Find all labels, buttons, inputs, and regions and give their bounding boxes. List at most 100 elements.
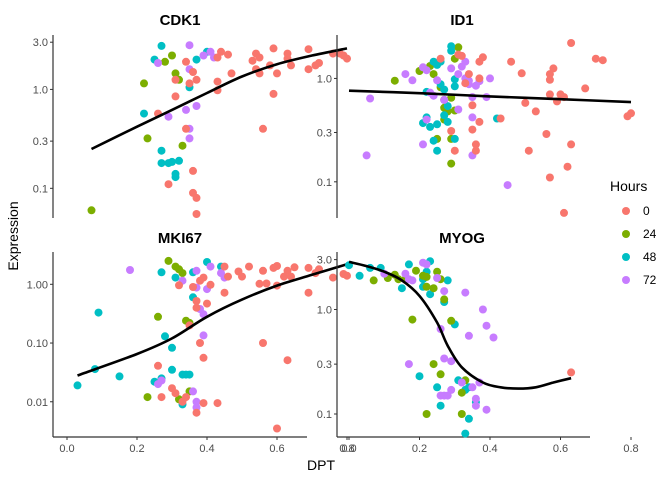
panel-myog: MYOG 3.0 1.0 0.3 0.1 0.0 0.2 0.4 0.6 0.8 <box>317 230 639 455</box>
data-point-hours-72 <box>440 287 449 296</box>
data-point-hours-24 <box>436 370 445 379</box>
data-point-hours-0 <box>192 210 201 218</box>
legend-item-3: 72 <box>622 273 657 287</box>
smooth-fit-line <box>348 89 632 104</box>
data-point-hours-0 <box>471 140 480 149</box>
data-point-hours-0 <box>213 77 222 86</box>
data-point-hours-24 <box>87 206 96 215</box>
legend-label-3: 72 <box>643 273 657 287</box>
data-point-hours-72 <box>199 331 208 340</box>
x-tick-label: 0.4 <box>199 443 214 455</box>
data-point-hours-0 <box>280 272 288 281</box>
data-point-hours-24 <box>454 43 463 52</box>
data-point-hours-0 <box>563 162 572 171</box>
y-tick-label: 3.0 <box>33 37 48 49</box>
data-point-hours-24 <box>171 69 180 78</box>
smooth-fit-line <box>90 47 348 151</box>
y-tick-label: 0.1 <box>33 183 48 195</box>
data-point-hours-72 <box>157 376 166 385</box>
data-point-hours-48 <box>140 109 148 118</box>
data-point-hours-0 <box>262 279 271 288</box>
data-point-hours-48 <box>157 146 166 155</box>
data-point-hours-0 <box>517 69 526 78</box>
data-point-hours-0 <box>567 368 576 377</box>
data-point-hours-0 <box>581 84 590 93</box>
data-point-hours-48 <box>168 343 176 352</box>
data-point-hours-72 <box>192 102 201 110</box>
data-point-hours-72 <box>468 113 477 122</box>
y-tick-label: 0.3 <box>317 359 332 371</box>
x-axis-title: DPT <box>307 457 335 473</box>
data-point-hours-48 <box>175 156 183 165</box>
data-point-hours-48 <box>94 308 103 317</box>
data-point-hours-24 <box>447 316 456 325</box>
y-tick-label: 0.3 <box>317 127 332 139</box>
legend-title: Hours <box>610 178 647 194</box>
legend-key-2 <box>622 253 630 261</box>
data-point-hours-72 <box>454 105 463 114</box>
data-point-hours-0 <box>224 50 232 59</box>
data-point-hours-72 <box>461 57 470 66</box>
data-point-hours-0 <box>549 64 558 73</box>
data-point-hours-0 <box>227 69 236 78</box>
data-point-hours-0 <box>304 263 313 272</box>
data-point-hours-24 <box>422 282 431 291</box>
data-point-hours-0 <box>255 279 264 288</box>
data-point-hours-48 <box>443 276 452 285</box>
data-point-hours-0 <box>343 54 351 63</box>
data-point-hours-72 <box>206 262 215 271</box>
data-point-hours-0 <box>192 75 201 84</box>
data-point-hours-72 <box>422 66 431 75</box>
data-point-hours-0 <box>436 54 445 63</box>
x-tick-label: 0.8 <box>623 443 638 455</box>
points-group <box>73 256 351 433</box>
data-point-hours-0 <box>255 53 264 62</box>
data-point-hours-48 <box>426 290 435 299</box>
data-point-hours-0 <box>192 297 201 305</box>
legend-item-2: 48 <box>622 250 657 264</box>
data-point-hours-0 <box>269 89 278 98</box>
points-group <box>345 257 576 438</box>
data-point-hours-48 <box>443 117 452 126</box>
data-point-hours-0 <box>531 107 540 116</box>
smooth-fit-line <box>77 262 348 377</box>
data-point-hours-72 <box>468 383 477 392</box>
data-point-hours-72 <box>362 151 371 160</box>
data-point-hours-0 <box>157 393 166 402</box>
data-point-hours-48 <box>115 372 124 381</box>
data-point-hours-0 <box>248 56 257 65</box>
data-point-hours-72 <box>447 357 456 366</box>
data-point-hours-48 <box>73 381 82 390</box>
data-point-hours-24 <box>429 284 438 293</box>
data-point-hours-0 <box>199 399 208 408</box>
data-point-hours-24 <box>440 295 449 304</box>
data-point-hours-0 <box>182 393 190 402</box>
data-point-hours-0 <box>287 272 295 281</box>
data-point-hours-0 <box>471 146 480 155</box>
data-point-hours-48 <box>433 120 442 129</box>
data-point-hours-0 <box>199 273 208 282</box>
data-point-hours-48 <box>433 383 442 392</box>
data-point-hours-0 <box>567 140 576 149</box>
panel-mki67: MKI67 1.00 0.10 0.01 0.0 0.2 0.4 0.6 0.8 <box>27 230 355 455</box>
data-point-hours-0 <box>521 98 530 107</box>
data-point-hours-0 <box>182 124 190 133</box>
points-group <box>362 39 635 217</box>
smooth-fit-line <box>348 260 572 390</box>
legend-label-0: 0 <box>643 204 650 218</box>
legend: Hours 0 24 48 72 <box>610 178 657 287</box>
data-point-hours-0 <box>475 117 484 126</box>
data-point-hours-0 <box>192 193 201 202</box>
x-tick-label: 0.6 <box>553 443 568 455</box>
data-point-hours-72 <box>401 70 410 79</box>
data-point-hours-0 <box>171 92 180 101</box>
data-point-hours-0 <box>542 130 551 138</box>
data-point-hours-0 <box>468 101 477 110</box>
data-point-hours-72 <box>471 394 480 403</box>
data-point-hours-0 <box>273 69 281 78</box>
data-point-hours-24 <box>390 76 399 85</box>
legend-key-0 <box>622 207 630 215</box>
data-point-hours-48 <box>192 55 201 64</box>
